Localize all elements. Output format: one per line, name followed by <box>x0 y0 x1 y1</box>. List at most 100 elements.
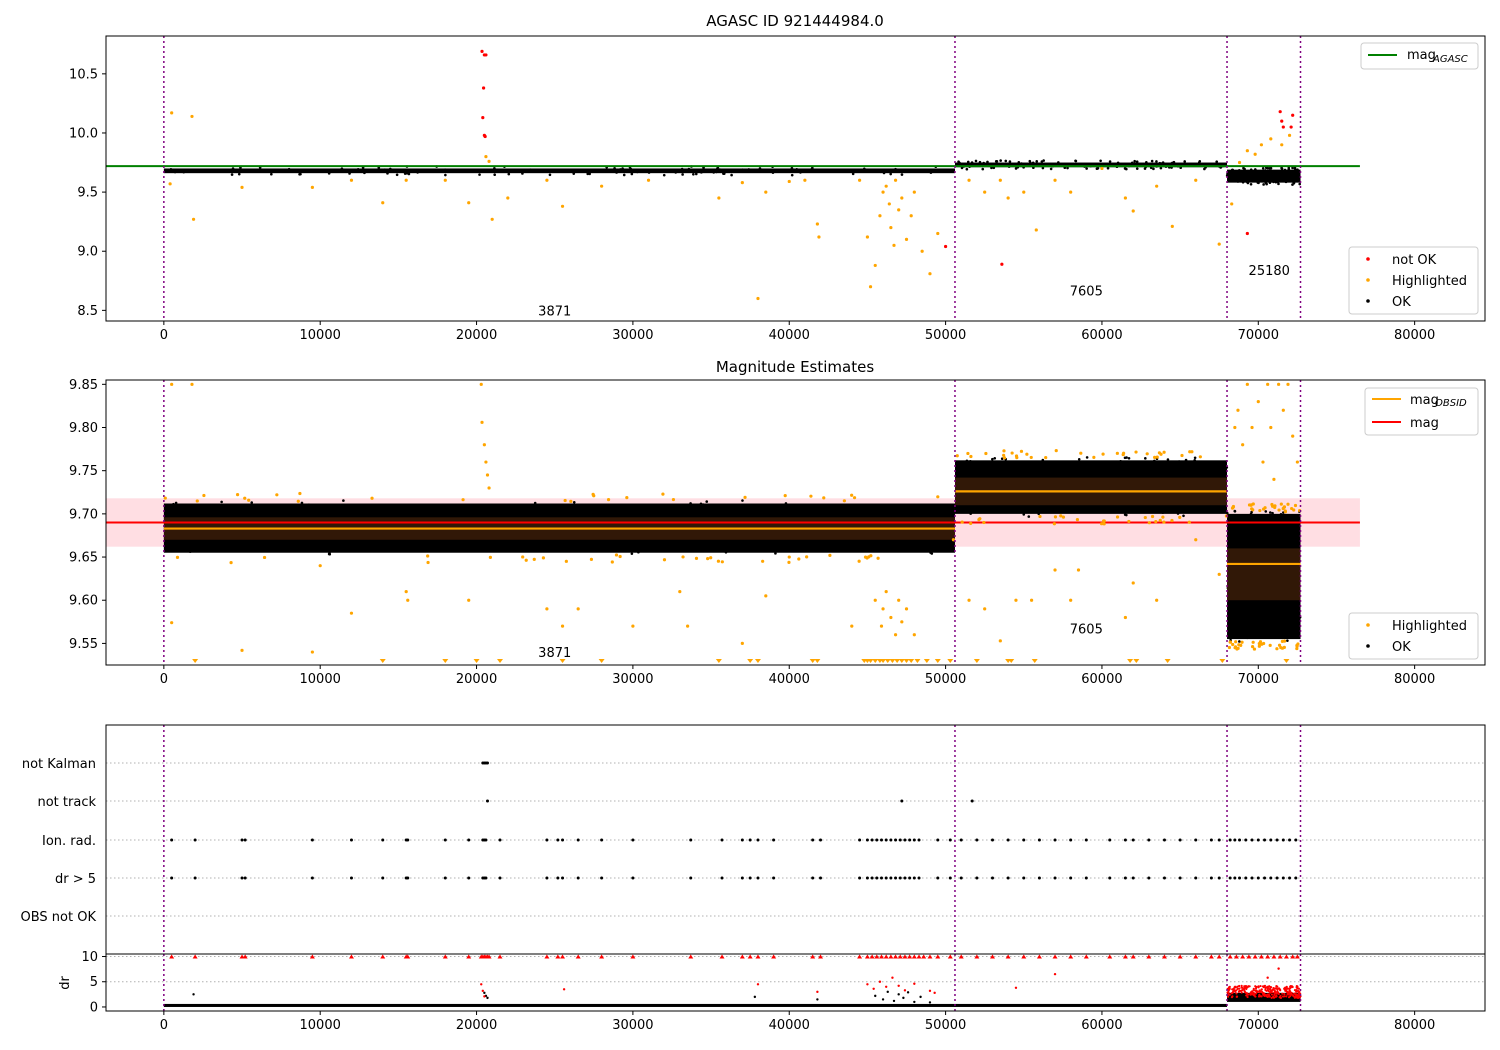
highlighted-point <box>787 179 791 184</box>
ok-point <box>495 513 498 516</box>
highlighted-point <box>969 454 973 459</box>
highlighted-point <box>1282 645 1286 649</box>
ok-point <box>1189 510 1193 514</box>
ok-point <box>1242 166 1245 170</box>
dr-not-ok-point <box>1254 989 1258 993</box>
dr-not-ok-point <box>1235 992 1238 995</box>
ok-point <box>1165 501 1168 505</box>
ok-point <box>1160 492 1164 496</box>
dr-ok-point <box>902 996 905 1000</box>
flag-point <box>170 838 174 842</box>
off-scale-marker <box>1219 659 1226 663</box>
ok-point <box>1286 628 1290 632</box>
flag-point <box>498 876 502 880</box>
ok-point <box>1294 548 1297 551</box>
highlighted-point <box>1247 503 1252 507</box>
dr-capped-marker <box>1290 954 1296 959</box>
ok-point <box>474 534 477 538</box>
dr-not-ok-point <box>1297 994 1301 997</box>
ok-point <box>1205 163 1208 166</box>
ok-point <box>1290 172 1294 176</box>
legend-mag-label: mag <box>1410 416 1439 431</box>
ok-point <box>1004 465 1007 468</box>
flag-point <box>1194 838 1198 842</box>
dr-not-ok-point <box>1274 987 1277 990</box>
highlighted-point <box>610 560 614 564</box>
highlighted-point <box>404 178 408 182</box>
highlighted-point <box>783 494 787 498</box>
ok-point <box>1260 548 1264 551</box>
ok-point <box>986 505 989 509</box>
dr-capped-marker <box>857 954 863 959</box>
ok-point <box>1095 167 1099 171</box>
highlighted-point <box>884 589 888 594</box>
highlighted-point <box>1121 451 1126 455</box>
ok-point <box>1268 181 1272 184</box>
y-tick-label: 9.80 <box>69 421 98 436</box>
dr-not-ok-point <box>1279 989 1282 992</box>
dr-not-ok-point <box>1295 990 1298 993</box>
highlighted-point <box>1250 507 1254 511</box>
ok-point <box>1235 622 1239 625</box>
ok-point <box>1054 507 1057 510</box>
ok-point <box>188 550 192 553</box>
highlighted-point <box>681 555 685 559</box>
ok-point <box>635 170 639 174</box>
highlighted-point <box>1286 382 1290 386</box>
ok-point <box>389 169 393 173</box>
off-scale-marker <box>884 659 891 663</box>
ok-point <box>458 542 462 546</box>
ok-point <box>1244 574 1247 578</box>
highlighted-point <box>487 159 491 163</box>
flag-point <box>884 876 888 880</box>
ok-point <box>1257 181 1260 185</box>
dr-capped-marker <box>874 954 880 959</box>
ok-point <box>975 467 979 470</box>
ok-point <box>957 466 961 470</box>
ok-point <box>1252 514 1256 518</box>
highlighted-point <box>1153 455 1157 460</box>
flag-point <box>748 838 752 842</box>
ok-point <box>705 500 709 503</box>
flag-point <box>975 876 979 880</box>
ok-point <box>1259 178 1262 182</box>
ok-point <box>1292 619 1296 623</box>
ok-point <box>1265 179 1269 183</box>
highlighted-point <box>545 178 549 182</box>
ok-point <box>750 542 753 546</box>
dr-not-ok-point <box>928 989 932 993</box>
ok-point <box>1020 480 1023 484</box>
legend-mag-ok: OK <box>1392 640 1411 655</box>
highlighted-point <box>1282 639 1287 643</box>
dr-not-ok-point <box>1264 986 1268 989</box>
dr-capped-marker <box>1005 954 1011 959</box>
ok-point <box>1177 460 1181 463</box>
highlighted-point <box>761 559 765 563</box>
off-scale-marker <box>880 659 887 663</box>
ok-point <box>1264 181 1268 185</box>
ok-point <box>169 167 173 171</box>
dr-ok-point <box>483 991 486 995</box>
ok-point <box>1205 471 1208 474</box>
flag-point <box>889 876 893 880</box>
ok-point <box>1295 555 1299 559</box>
highlighted-point <box>589 557 594 561</box>
dr-not-ok-point <box>1240 984 1243 987</box>
highlighted-point <box>381 201 385 205</box>
highlighted-point <box>1241 443 1245 447</box>
ok-point <box>709 168 712 172</box>
ok-point <box>784 502 788 505</box>
ok-point <box>1129 504 1133 508</box>
highlighted-point <box>1279 645 1283 650</box>
ok-point <box>690 512 694 516</box>
ok-point <box>1041 166 1045 170</box>
ok-point <box>737 506 741 510</box>
ok-point <box>1259 174 1263 178</box>
ok-point <box>1279 176 1283 180</box>
highlighted-point <box>1251 640 1255 644</box>
ok-point <box>464 168 468 172</box>
ok-point <box>303 508 307 512</box>
ok-point <box>981 167 985 171</box>
ok-point <box>987 468 990 472</box>
ok-point <box>1207 506 1211 510</box>
